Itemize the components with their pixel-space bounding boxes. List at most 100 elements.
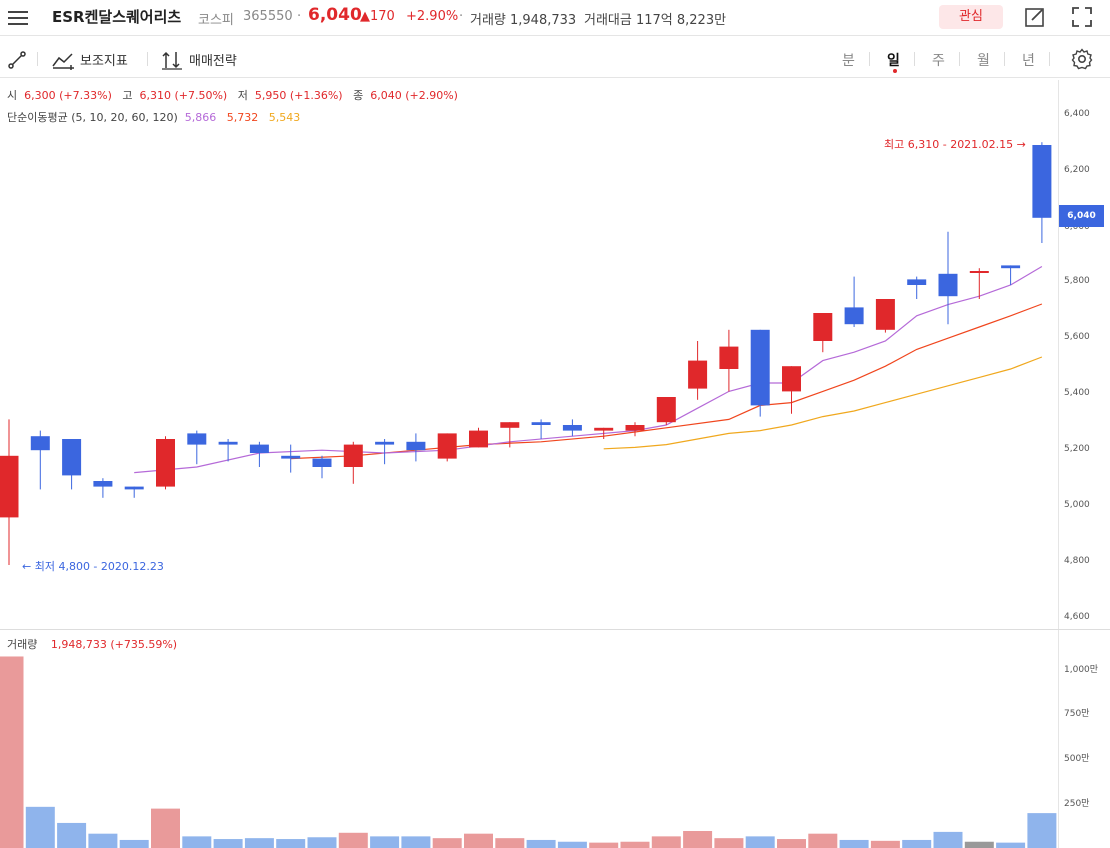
volume-text: 거래량 1,948,733 [470,13,577,28]
volume-tick: 250만 [1064,799,1090,809]
price-tick: 5,200 [1064,444,1090,454]
period-minute[interactable]: 분 [842,53,855,69]
ma5-value: 5,866 [184,111,217,124]
candle-body [500,422,520,428]
indicator-icon[interactable] [52,50,76,70]
ma10-line [290,303,1043,460]
volume-bar [557,841,587,848]
volume-bar [933,831,963,848]
candle-body [281,455,301,459]
current-price: 6,040 [308,5,362,25]
stock-code: 365550 [243,9,293,24]
volume-tick: 750만 [1064,709,1090,719]
ma5-line [134,265,1043,474]
toolbar-divider [1004,52,1005,66]
candle-body [625,425,645,431]
period-month[interactable]: 월 [977,53,990,69]
volume-label: 거래량 [7,638,38,651]
volume-bar [683,830,713,848]
volume-tick: 1,000만 [1064,665,1099,675]
price-tick: 5,800 [1064,276,1090,286]
volume-bar [25,806,55,848]
candle-body [782,366,801,392]
active-period-indicator [893,69,897,73]
volume-bar [589,842,619,848]
strategy-icon[interactable] [161,50,183,70]
candle-body [688,360,708,389]
gear-icon[interactable] [1071,48,1093,70]
candle-body [343,444,363,467]
volume-bar [808,833,838,848]
market-label: 코스피 [198,13,234,28]
volume-bar [745,836,775,848]
price-chart[interactable] [0,0,1058,848]
period-week[interactable]: 주 [932,53,945,69]
candle-body [1001,265,1021,269]
volume-bar [777,839,806,848]
volume-bar [370,836,400,848]
period-day[interactable]: 일 [887,53,900,69]
candle-body [562,425,582,431]
candle-body [187,433,207,445]
toolbar-divider [959,52,960,66]
axis-divider [1058,80,1059,848]
candle-body [844,307,864,325]
volume-bar [119,839,149,848]
open-value: 6,300 (+7.33%) [24,89,112,102]
volume-bar [213,839,243,848]
price-tick: 4,600 [1064,612,1090,622]
volume-bar [495,838,525,848]
candle-body [124,486,144,490]
price-tick: 6,400 [1064,109,1090,119]
candle-body [469,430,488,448]
candle-body [969,271,989,273]
drawing-tool-icon[interactable] [7,50,27,70]
candle-body [1032,145,1052,218]
price-tick: 5,600 [1064,332,1090,342]
candle-body [375,441,395,445]
price-tick: 5,000 [1064,500,1090,510]
candle-body [875,299,895,330]
candle-body [218,441,238,445]
price-tick: 5,400 [1064,388,1090,398]
volume-bar [839,839,869,848]
price-tick: 6,000 [1064,222,1090,232]
low-label: 저 [237,89,248,102]
ma-label[interactable]: 단순이동평균 (5, 10, 20, 60, 120) [7,111,178,124]
candle-body [406,441,426,451]
edit-icon[interactable] [1024,6,1046,28]
candle-body [750,329,770,406]
chart-toolbar: 보조지표 매매전략 분 일 주 월 년 [0,40,1110,78]
toolbar-divider [147,52,148,66]
toolbar-divider [37,52,38,66]
toolbar-divider [869,52,870,66]
menu-icon[interactable] [8,8,28,26]
separator-dot: · [459,9,464,24]
low-value: 5,950 (+1.36%) [254,89,343,102]
price-change-pct: +2.90% [406,9,459,24]
volume-panel-title: 거래량 1,948,733 (+735.59%) [7,636,177,652]
watchlist-button[interactable]: 관심 [939,5,1003,29]
volume-bar [651,836,681,848]
candle-body [312,458,332,467]
volume-bar [902,839,932,848]
price-tick: 6,200 [1064,165,1090,175]
candle-body [594,427,614,431]
volume-bar [996,842,1026,848]
period-year[interactable]: 년 [1022,53,1035,69]
volume-value: 1,948,733 (+735.59%) [50,638,178,651]
volume-bar [620,841,650,848]
expand-icon[interactable] [1071,6,1093,28]
strategy-button[interactable]: 매매전략 [189,54,237,69]
close-label: 종 [353,89,364,102]
volume-bar [714,838,744,848]
candle-body [656,397,676,423]
price-tick: 4,800 [1064,556,1090,566]
separator-dot: · [297,9,302,24]
amount-text: 거래대금 117억 8,223만 [584,13,727,28]
volume-bar [182,836,212,848]
high-value: 6,310 (+7.50%) [139,89,228,102]
current-price-tag: 6,040 [1059,205,1104,227]
indicator-button[interactable]: 보조지표 [80,54,128,69]
volume-bar [0,656,24,848]
